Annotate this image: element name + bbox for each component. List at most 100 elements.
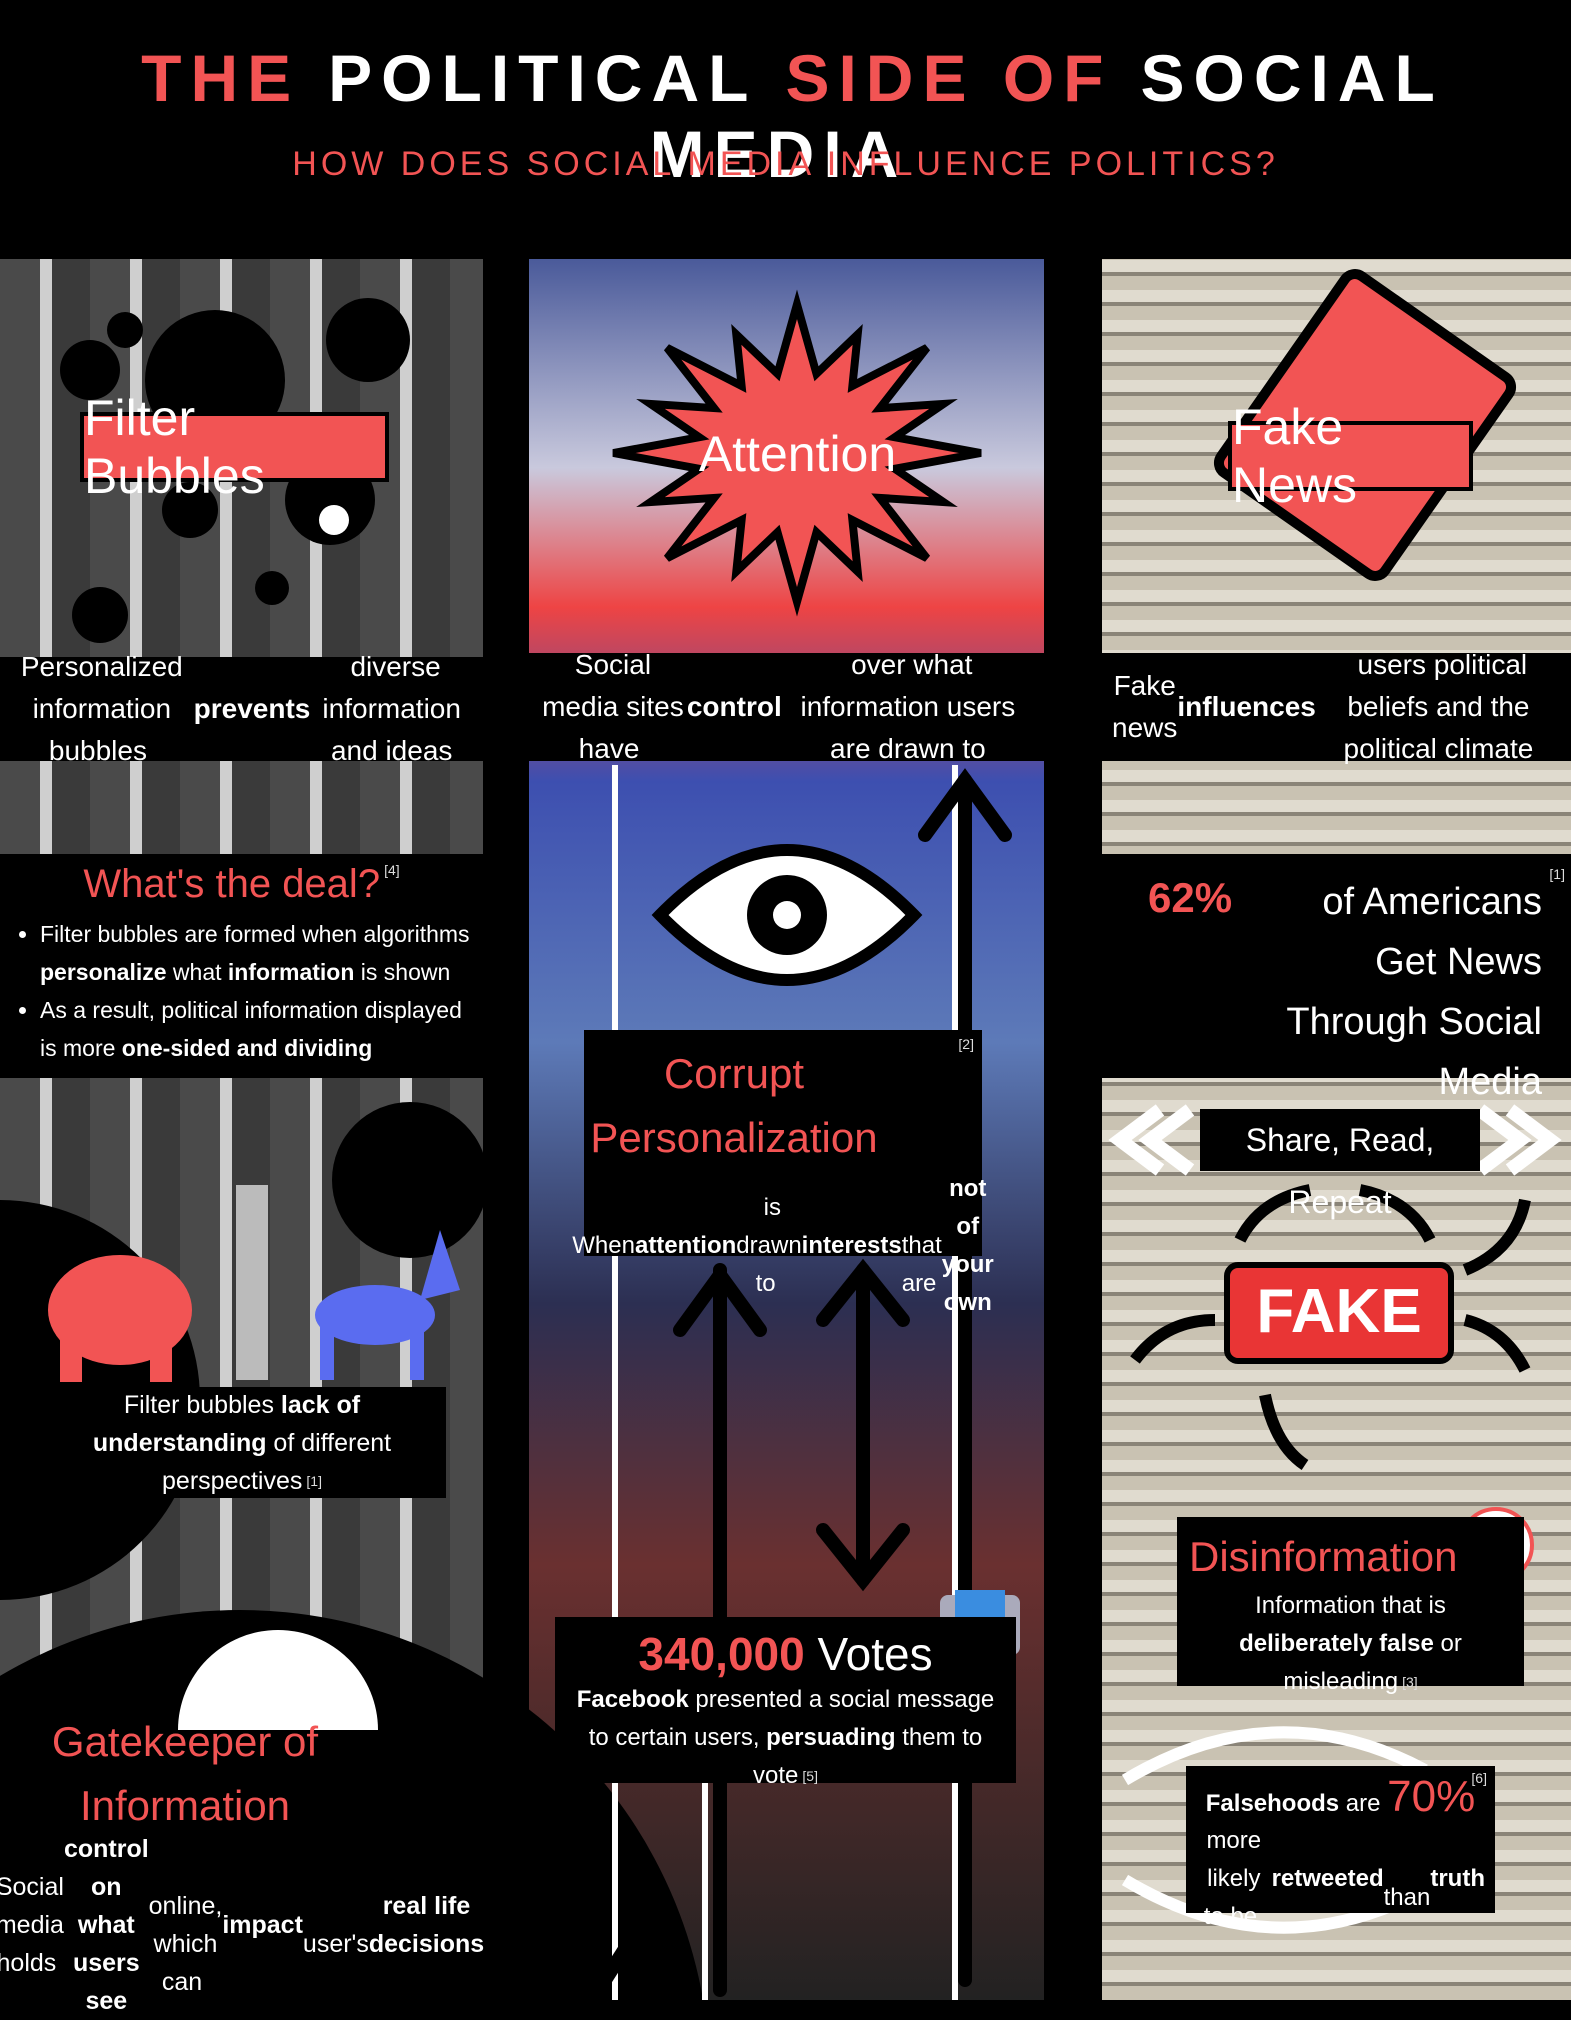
perspectives-box: Filter bubbles lack of understanding of …	[38, 1387, 446, 1498]
text-run: online, which can	[148, 1854, 230, 1996]
fake-button: FAKE	[1224, 1262, 1454, 1364]
reference: [4]	[384, 862, 400, 878]
perspectives-text: Filter bubbles lack of understanding of …	[48, 1386, 436, 1500]
bold-run: prevents	[193, 693, 311, 724]
eye	[651, 844, 923, 986]
bold-run: information	[227, 959, 355, 985]
title: THE POLITICAL SIDE OF SOCIAL MEDIA	[0, 40, 1571, 192]
text-run: over what information users are drawn to	[800, 649, 1024, 764]
falsehoods-lead-row: Falsehoods are 70%	[1186, 1772, 1495, 1822]
fake-arrows	[1130, 1184, 1531, 1470]
text-run: Social media sites have	[542, 649, 692, 764]
votes-heading: 340,000 Votes	[555, 1627, 1016, 1681]
votes-runs: Facebook presented a social message to c…	[577, 1686, 1001, 1789]
text-run: diverse information and ideas	[322, 651, 469, 766]
filter-bubbles-label: Filter Bubbles	[80, 390, 389, 504]
bold-run: interests	[801, 1232, 902, 1259]
reference: [5]	[802, 1768, 818, 1784]
stat-text: of Americans Get News Through Social Med…	[1286, 881, 1542, 1103]
fake-news-caption: Fake news influences users political bel…	[1102, 649, 1571, 764]
deal-heading: What's the deal?	[83, 862, 381, 906]
text-run: is shown	[354, 959, 451, 985]
banner-chevrons	[1108, 1104, 1562, 1176]
umbrella	[178, 1630, 378, 1730]
bold-run: persuading	[766, 1724, 896, 1751]
text-run: Information that is	[1255, 1592, 1453, 1619]
votes-text: Facebook presented a social message to c…	[555, 1681, 1016, 1795]
text-run: of different perspectives	[162, 1428, 399, 1495]
stat-section: 62% of Americans Get News Through Social…	[1102, 854, 1571, 1103]
corrupt-text: When attention is drawn to interests tha…	[572, 1170, 994, 1322]
share-banner: Share, Read, Repeat	[1200, 1109, 1480, 1220]
bullet: Filter bubbles are formed when algorithm…	[40, 915, 473, 991]
bold-run: truth	[1430, 1865, 1485, 1892]
disinformation-text: Information that is deliberately false o…	[1177, 1587, 1524, 1701]
text-run: user's	[302, 1892, 376, 1958]
reference: [1]	[1549, 866, 1565, 882]
bold-run: personalize	[40, 959, 167, 985]
reference: [2]	[958, 1036, 974, 1052]
votes-number: 340,000	[638, 1628, 805, 1680]
perspectives-runs: Filter bubbles lack of understanding of …	[93, 1391, 398, 1495]
fake-news-label: Fake News	[1228, 399, 1473, 513]
gatekeeper-heading: Gatekeeper of Information	[51, 1718, 319, 1829]
text-run: or misleading	[1283, 1630, 1469, 1695]
header: THE POLITICAL SIDE OF SOCIAL MEDIA HOW DOES…	[0, 0, 1571, 214]
elephant-donkey	[48, 1185, 460, 1382]
text-run: them to vote	[753, 1724, 989, 1789]
bold-run: Facebook	[576, 1686, 689, 1713]
falsehoods-lead: Falsehoods are	[1206, 1790, 1381, 1817]
bold-run: impact	[222, 1911, 303, 1939]
bold-run: one-sided and dividing	[121, 1035, 373, 1061]
bold-run: lack of understanding	[92, 1390, 368, 1457]
votes-unit: Votes	[817, 1628, 933, 1680]
bullet: As a result, political information displ…	[40, 991, 473, 1067]
bold-run: real life decisions	[368, 1892, 485, 1958]
text-run: Filter bubbles are formed when algorithm…	[40, 921, 476, 947]
attention-label: Attention	[698, 426, 897, 482]
bold-run: not of your own	[941, 1175, 994, 1316]
subtitle: HOW DOES SOCIAL MEDIA INFLUENCE POLITICS…	[292, 145, 1279, 183]
stat-percent: 62%	[1148, 874, 1233, 921]
text-run: what	[166, 959, 228, 985]
text-run: that are	[901, 1194, 949, 1297]
bold-run: influences	[1177, 691, 1316, 722]
text-run: When	[572, 1232, 642, 1259]
disinformation-heading: Disinformation	[1189, 1533, 1458, 1580]
title-word: SIDE OF	[785, 41, 1113, 115]
deal-heading-row: What's the deal? [4]	[10, 862, 473, 907]
falsehoods-percent: 70%	[1387, 1772, 1476, 1821]
text-run: Fake news	[1112, 670, 1186, 743]
title-word: THE	[141, 41, 301, 115]
text-run: are	[1339, 1790, 1381, 1817]
middle-lines	[612, 765, 958, 2000]
title-word: SOCIAL MEDIA	[649, 41, 1444, 191]
filter-bubbles-caption: Personalized information bubbles prevent…	[0, 651, 483, 766]
falsehoods-box: Falsehoods are 70% [6] more likely to be…	[1186, 1766, 1495, 1930]
text-run: more likely to be	[1203, 1827, 1268, 1930]
disinformation-box: Disinformation Information that is delib…	[1177, 1517, 1524, 1695]
reference: [1]	[306, 1472, 322, 1489]
corrupt-box: Corrupt Personalization [2] When attenti…	[572, 1030, 994, 1316]
text-run: Personalized information bubbles	[20, 651, 191, 766]
reference: [3]	[1402, 1674, 1418, 1690]
bold-run: control on what users see	[63, 1835, 156, 2015]
text-run: than	[1383, 1846, 1438, 1911]
title-word: POLITICAL	[328, 41, 758, 115]
text-run: presented a social message to certain us…	[588, 1686, 1001, 1751]
bold-run: retweeted	[1271, 1865, 1384, 1892]
falsehoods-text: more likely to be retweeted than truth	[1186, 1822, 1495, 1936]
attention-caption: Social media sites have control over wha…	[529, 649, 1044, 764]
disinformation-runs: Information that is deliberately false o…	[1239, 1592, 1468, 1695]
text-run: is drawn to	[736, 1194, 809, 1297]
bold-run: attention	[634, 1232, 737, 1259]
bold-run: control	[686, 691, 782, 722]
text-run: Social media holds	[0, 1873, 71, 1977]
text-run: users political beliefs and the politica…	[1343, 649, 1538, 764]
starburst	[612, 289, 982, 617]
text-run: Filter bubbles	[123, 1390, 281, 1419]
gatekeeper-text: Social media holds control on what users…	[0, 1830, 484, 2020]
bold-run: deliberately false	[1239, 1630, 1434, 1657]
deal-bullets: Filter bubbles are formed when algorithm…	[10, 915, 473, 1067]
